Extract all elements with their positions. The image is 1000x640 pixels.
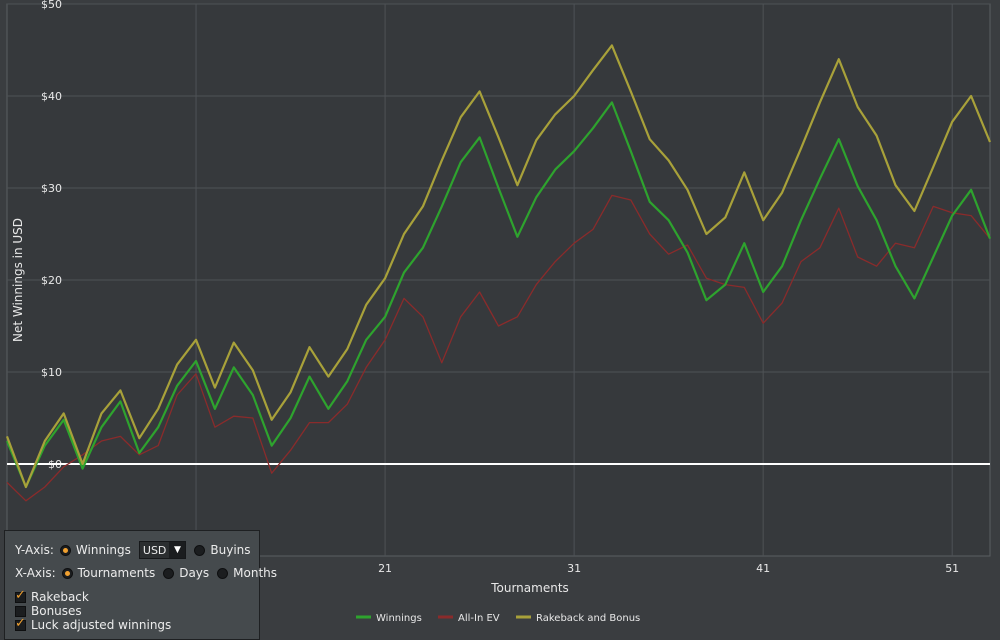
x-tournaments-label: Tournaments bbox=[77, 566, 156, 580]
y-tick-label: $50 bbox=[41, 0, 62, 11]
x-tick-label: 41 bbox=[756, 562, 770, 575]
luck-adjusted-checkbox[interactable] bbox=[15, 616, 26, 631]
x-axis-label: X-Axis: bbox=[15, 566, 56, 580]
x-tick-label: 21 bbox=[378, 562, 392, 575]
series-line-all-in-ev bbox=[6, 194, 991, 502]
rakeback-row[interactable]: Rakeback bbox=[15, 588, 89, 604]
x-months-label: Months bbox=[233, 566, 278, 580]
y-tick-label: $10 bbox=[41, 366, 62, 379]
legend-label: All-In EV bbox=[458, 613, 500, 624]
legend-label: Rakeback and Bonus bbox=[536, 613, 640, 624]
rakeback-checkbox[interactable] bbox=[15, 588, 26, 603]
series-line-winnings bbox=[5, 101, 992, 489]
y-axis-title: Net Winnings in USD bbox=[11, 218, 25, 342]
x-months-radio[interactable] bbox=[217, 567, 229, 579]
chart-controls-panel: Y-Axis: Winnings USD ▼ Buyins X-Axis: To… bbox=[4, 530, 277, 640]
currency-value: USD bbox=[142, 543, 167, 557]
luck-adjusted-label: Luck adjusted winnings bbox=[31, 618, 172, 632]
y-buyins-label: Buyins bbox=[210, 543, 251, 557]
legend-label: Winnings bbox=[376, 613, 422, 624]
bonuses-label: Bonuses bbox=[31, 604, 82, 618]
rakeback-label: Rakeback bbox=[31, 590, 89, 604]
y-buyins-radio[interactable] bbox=[194, 544, 206, 556]
x-days-label: Days bbox=[179, 566, 210, 580]
currency-select[interactable]: USD ▼ bbox=[138, 541, 187, 559]
x-tournaments-radio[interactable] bbox=[61, 567, 73, 579]
y-axis-label: Y-Axis: bbox=[15, 543, 54, 557]
x-tick-label: 31 bbox=[567, 562, 581, 575]
x-tick-label: 51 bbox=[945, 562, 959, 575]
x-axis-row: X-Axis: Tournaments Days Months bbox=[15, 566, 285, 580]
y-tick-label: $40 bbox=[41, 90, 62, 103]
x-days-radio[interactable] bbox=[163, 567, 175, 579]
y-tick-label: $30 bbox=[41, 182, 62, 195]
y-winnings-radio[interactable] bbox=[59, 544, 71, 556]
x-axis-title: Tournaments bbox=[490, 581, 569, 595]
series-line-rakeback-and-bonus bbox=[5, 44, 992, 489]
luck-adjusted-row[interactable]: Luck adjusted winnings bbox=[15, 616, 172, 632]
y-tick-label: $20 bbox=[41, 274, 62, 287]
y-winnings-label: Winnings bbox=[75, 543, 131, 557]
chevron-down-icon[interactable]: ▼ bbox=[169, 542, 186, 558]
y-axis-row: Y-Axis: Winnings USD ▼ Buyins bbox=[15, 541, 259, 559]
